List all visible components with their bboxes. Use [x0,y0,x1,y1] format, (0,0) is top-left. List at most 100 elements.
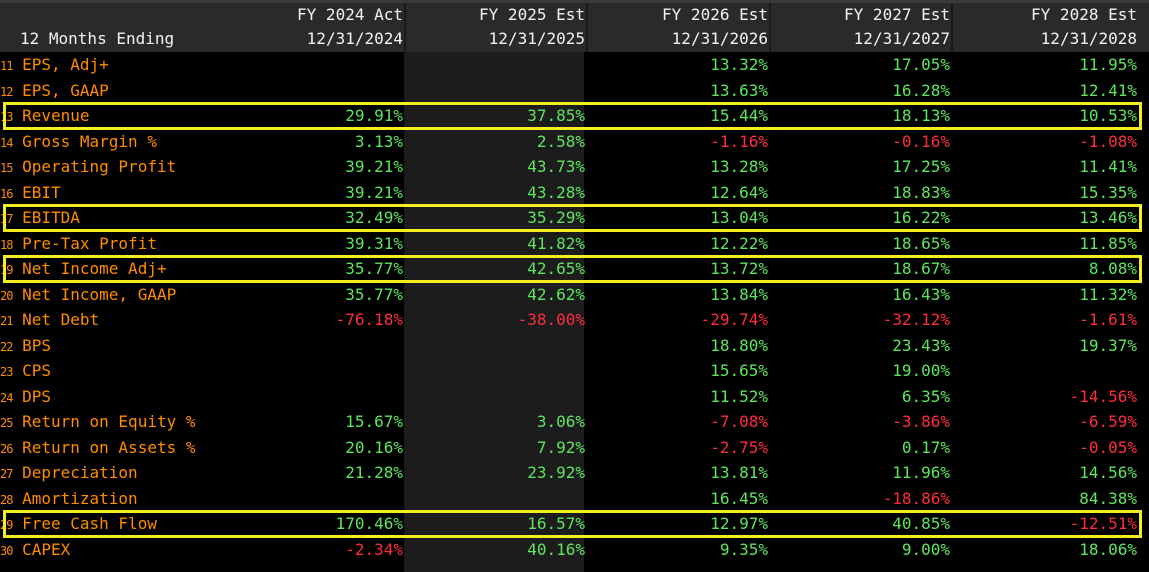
value-cell[interactable]: 10.53% [1079,106,1137,125]
value-cell[interactable]: 35.29% [527,208,585,227]
row-label[interactable]: 20 Net Income, GAAP [0,285,176,304]
value-cell[interactable]: 13.72% [710,259,768,278]
row-label[interactable]: 13 Revenue [0,106,90,125]
value-cell[interactable]: 12.97% [710,514,768,533]
col-period-fy2028[interactable]: FY 2028 Est [1031,5,1137,24]
row-label[interactable]: 30 CAPEX [0,540,70,559]
table-row[interactable]: 26 Return on Assets % 20.16% 7.92% -2.75% 0.… [0,435,1149,461]
row-label[interactable]: 16 EBIT [0,183,61,202]
row-label[interactable]: 27 Depreciation [0,463,138,482]
value-cell[interactable]: 11.52% [710,386,768,406]
col-period-fy2027[interactable]: FY 2027 Est [844,5,950,24]
table-row[interactable]: 16 EBIT 39.21% 43.28% 12.64% 18.83% 15.35% [0,180,1149,206]
value-cell[interactable]: 3.13% [354,131,403,151]
row-label[interactable]: 24 DPS [0,387,51,406]
value-cell[interactable]: 17.25% [892,157,950,176]
table-row[interactable]: 11 EPS, Adj+ 13.32% 17.05% 11.95% [0,52,1149,78]
value-cell[interactable]: 16.45% [710,488,768,508]
value-cell[interactable]: 18.65% [892,233,950,253]
row-label[interactable]: 28 Amortization [0,489,138,508]
value-cell[interactable]: 42.62% [527,284,585,304]
value-cell[interactable]: -0.16% [892,131,950,151]
value-cell[interactable]: 43.28% [527,182,585,202]
value-cell[interactable]: -14.56% [1069,386,1137,406]
table-row[interactable]: 19 Net Income Adj+ 35.77% 42.65% 13.72% 18.6… [0,256,1149,282]
value-cell[interactable]: 11.96% [892,463,950,482]
value-cell[interactable]: 15.65% [710,361,768,380]
row-label[interactable]: 23 CPS [0,361,51,380]
value-cell[interactable]: 42.65% [527,259,585,278]
value-cell[interactable]: 15.67% [345,412,403,431]
table-row[interactable]: 17 EBITDA 32.49% 35.29% 13.04% 16.22% 13.46% [0,205,1149,231]
table-row[interactable]: 13 Revenue 29.91% 37.85% 15.44% 18.13% 10.53% [0,103,1149,129]
table-row[interactable]: 18 Pre-Tax Profit 39.31% 41.82% 12.22% 18.65… [0,231,1149,257]
value-cell[interactable]: 170.46% [335,514,403,533]
value-cell[interactable]: 18.13% [892,106,950,125]
value-cell[interactable]: 41.82% [527,233,585,253]
value-cell[interactable]: 6.35% [901,386,950,406]
row-label[interactable]: 14 Gross Margin % [0,132,157,151]
value-cell[interactable]: 2.58% [536,131,585,151]
value-cell[interactable]: -38.00% [517,310,585,329]
value-cell[interactable]: 11.32% [1079,284,1137,304]
value-cell[interactable]: 39.21% [345,182,403,202]
value-cell[interactable]: 35.77% [345,284,403,304]
row-label[interactable]: 11 EPS, Adj+ [0,55,109,74]
value-cell[interactable]: 12.41% [1079,80,1137,100]
value-cell[interactable]: 39.21% [345,157,403,176]
value-cell[interactable]: 84.38% [1079,488,1137,508]
value-cell[interactable]: 35.77% [345,259,403,278]
value-cell[interactable]: -29.74% [700,310,768,329]
row-label[interactable]: 29 Free Cash Flow [0,514,157,533]
table-row[interactable]: 15 Operating Profit 39.21% 43.73% 13.28% 17.… [0,154,1149,180]
value-cell[interactable]: -1.61% [1079,310,1137,329]
value-cell[interactable]: 18.67% [892,259,950,278]
table-row[interactable]: 20 Net Income, GAAP 35.77% 42.62% 13.84% 16.… [0,282,1149,308]
row-label[interactable]: 15 Operating Profit [0,157,176,176]
value-cell[interactable]: 16.43% [892,284,950,304]
table-row[interactable]: 24 DPS 11.52% 6.35% -14.56% [0,384,1149,410]
table-row[interactable]: 22 BPS 18.80% 23.43% 19.37% [0,333,1149,359]
col-period-fy2026[interactable]: FY 2026 Est [662,5,768,24]
value-cell[interactable]: 18.80% [710,335,768,355]
value-cell[interactable]: -3.86% [892,412,950,431]
value-cell[interactable]: -0.05% [1079,437,1137,457]
table-row[interactable]: 12 EPS, GAAP 13.63% 16.28% 12.41% [0,78,1149,104]
row-label[interactable]: 19 Net Income Adj+ [0,259,167,278]
value-cell[interactable]: 8.08% [1088,259,1137,278]
value-cell[interactable]: 20.16% [345,437,403,457]
table-row[interactable]: 30 CAPEX -2.34% 40.16% 9.35% 9.00% 18.06% [0,537,1149,563]
value-cell[interactable]: 11.85% [1079,233,1137,253]
value-cell[interactable]: -6.59% [1079,412,1137,431]
value-cell[interactable]: 11.41% [1079,157,1137,176]
value-cell[interactable]: 12.22% [710,233,768,253]
value-cell[interactable]: 16.57% [527,514,585,533]
value-cell[interactable]: 13.81% [710,463,768,482]
table-row[interactable]: 29 Free Cash Flow 170.46% 16.57% 12.97% 40.8… [0,511,1149,537]
value-cell[interactable]: -12.51% [1069,514,1137,533]
row-label[interactable]: 26 Return on Assets % [0,438,195,457]
value-cell[interactable]: 3.06% [536,412,585,431]
value-cell[interactable]: 16.28% [892,80,950,100]
value-cell[interactable]: 12.64% [710,182,768,202]
col-period-fy2025[interactable]: FY 2025 Est [479,5,585,24]
value-cell[interactable]: 15.44% [710,106,768,125]
value-cell[interactable]: 16.22% [892,208,950,227]
table-row[interactable]: 23 CPS 15.65% 19.00% [0,358,1149,384]
value-cell[interactable]: 13.46% [1079,208,1137,227]
value-cell[interactable]: 13.84% [710,284,768,304]
table-row[interactable]: 21 Net Debt -76.18% -38.00% -29.74% -32.12% -… [0,307,1149,333]
value-cell[interactable]: 32.49% [345,208,403,227]
value-cell[interactable]: 13.63% [710,80,768,100]
value-cell[interactable]: 14.56% [1079,463,1137,482]
value-cell[interactable]: -18.86% [882,488,950,508]
value-cell[interactable]: 9.00% [901,539,950,559]
value-cell[interactable]: 13.04% [710,208,768,227]
table-row[interactable]: 25 Return on Equity % 15.67% 3.06% -7.08% -3… [0,409,1149,435]
value-cell[interactable]: 18.06% [1079,539,1137,559]
value-cell[interactable]: 13.28% [710,157,768,176]
table-row[interactable]: 14 Gross Margin % 3.13% 2.58% -1.16% -0.16% -… [0,129,1149,155]
value-cell[interactable]: -1.08% [1079,131,1137,151]
row-label[interactable]: 25 Return on Equity % [0,412,195,431]
value-cell[interactable]: 21.28% [345,463,403,482]
